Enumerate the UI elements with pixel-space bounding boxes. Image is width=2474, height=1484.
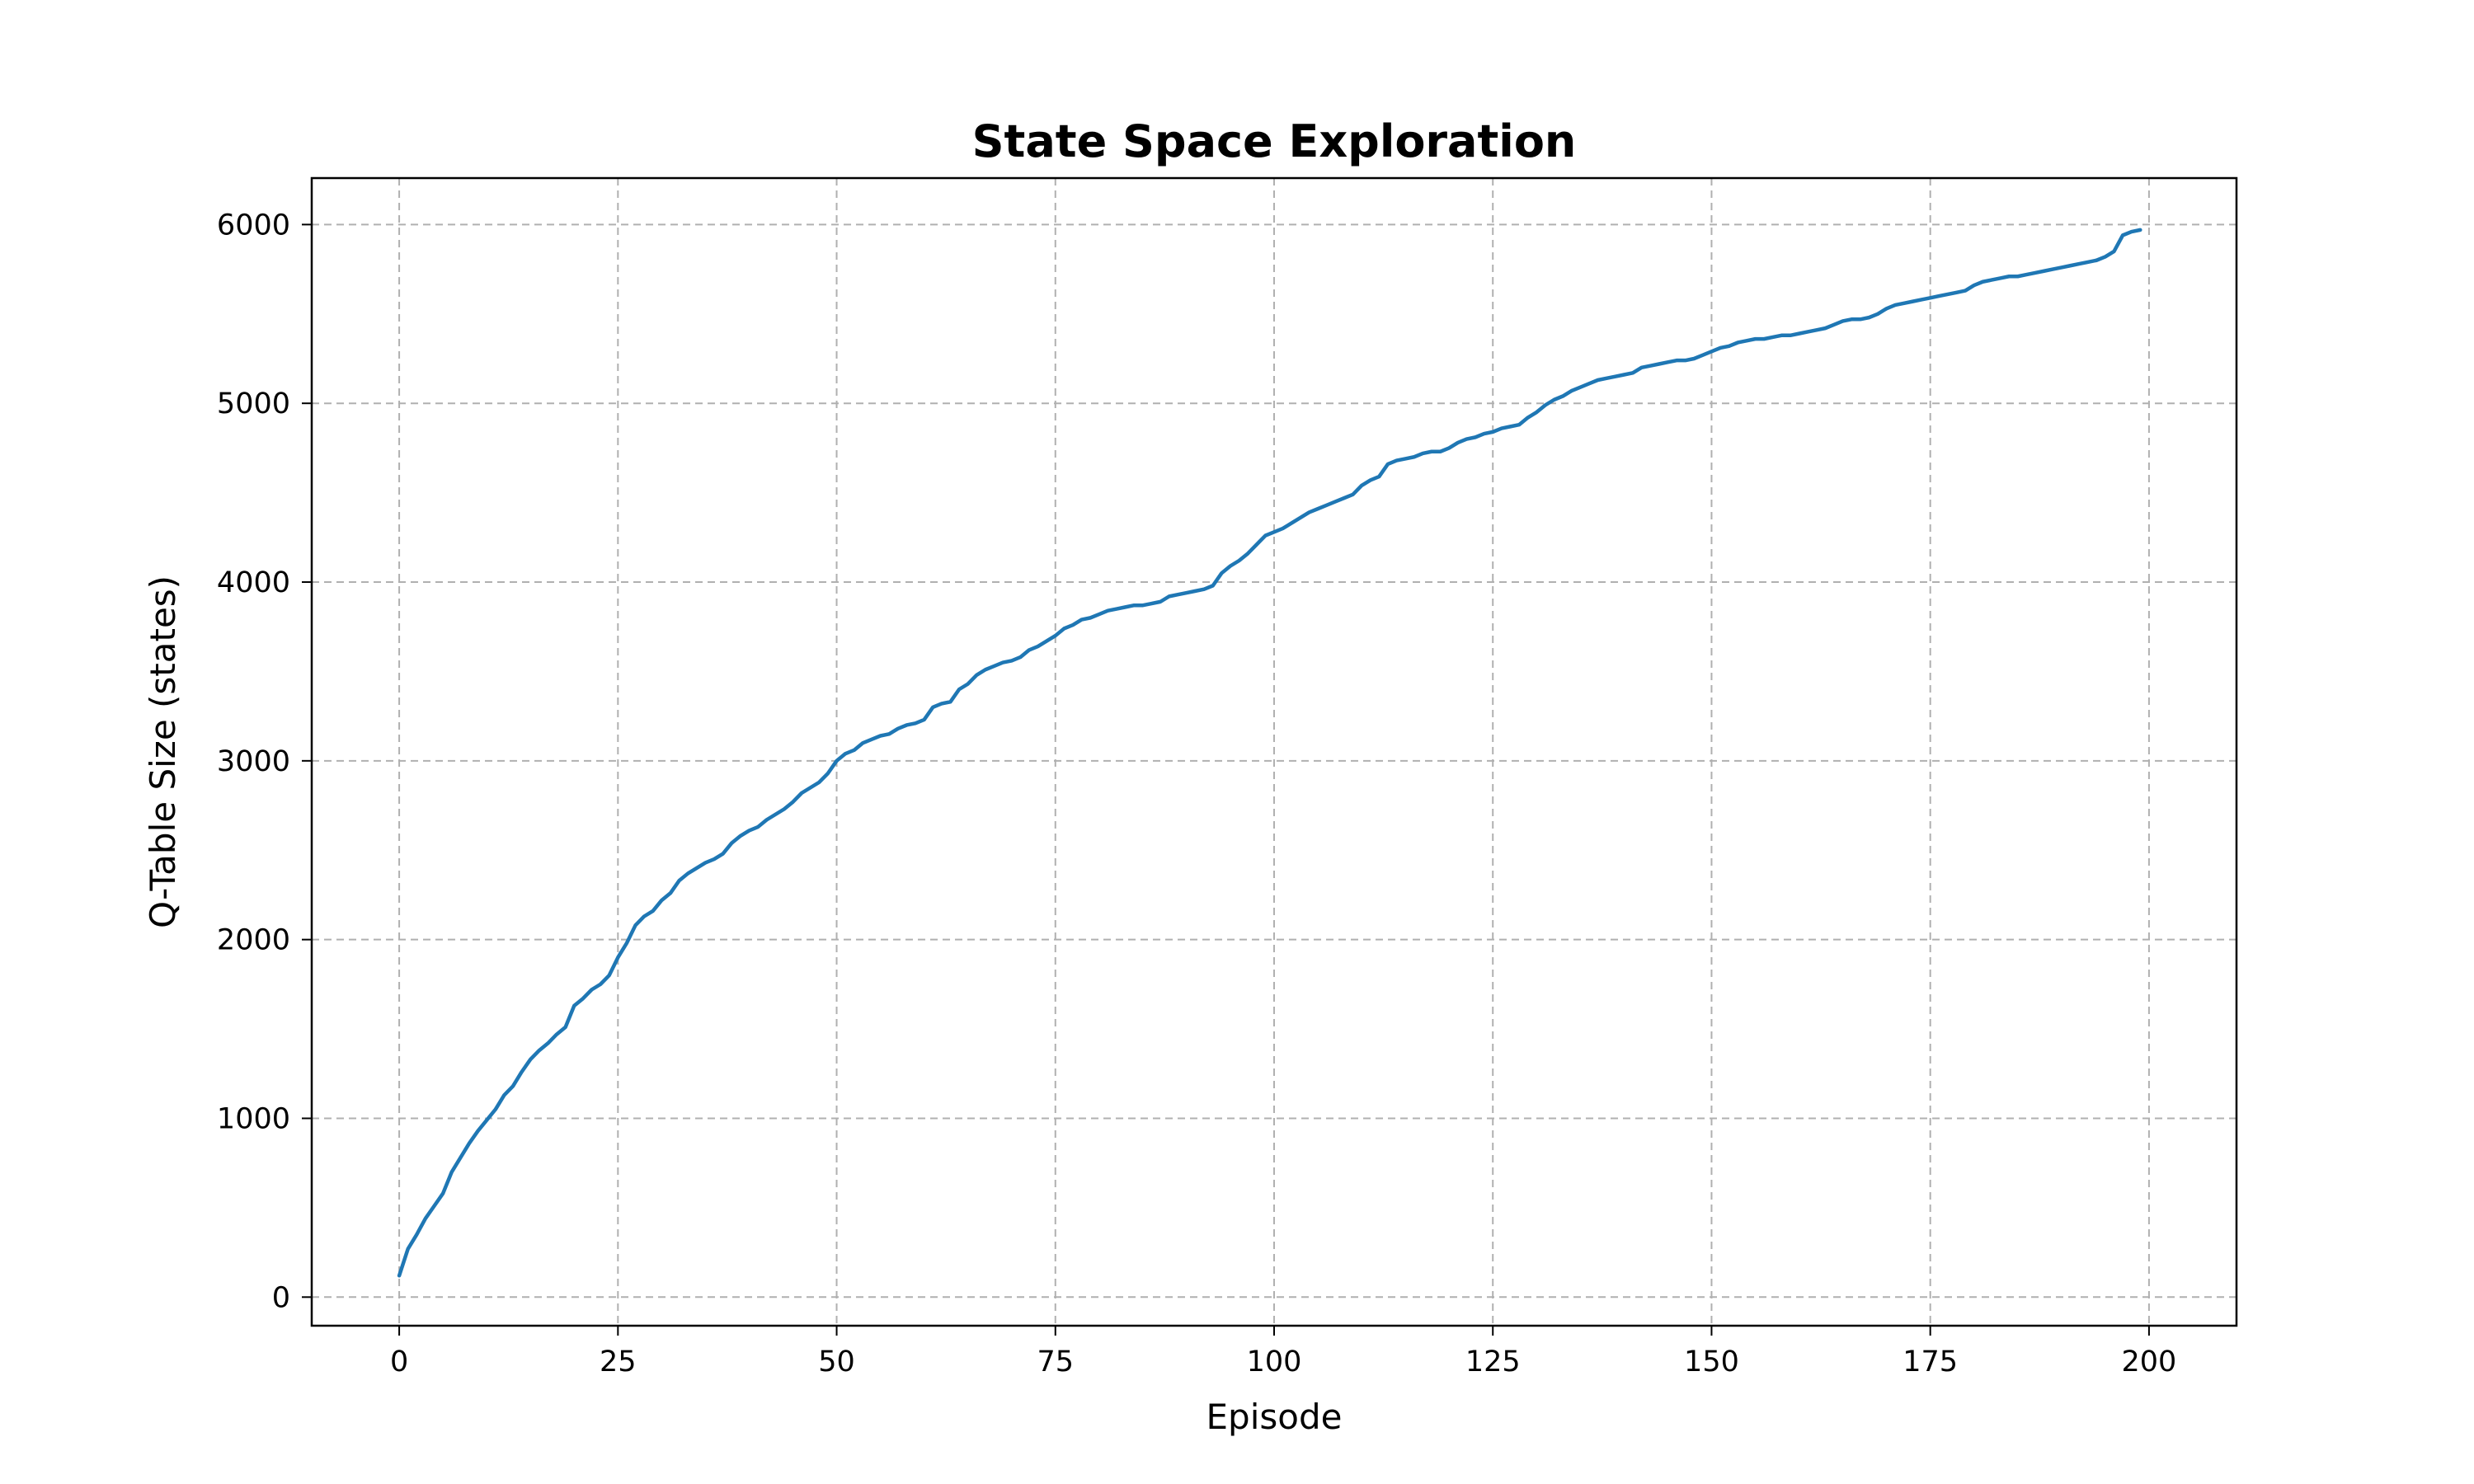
y-tick-label: 2000 bbox=[217, 924, 290, 957]
x-tick-label: 25 bbox=[600, 1345, 637, 1378]
y-axis-ticks: 0 1000 2000 3000 4000 5000 6000 bbox=[217, 209, 312, 1314]
x-axis-label: Episode bbox=[1206, 1397, 1343, 1437]
x-tick-label: 100 bbox=[1247, 1345, 1302, 1378]
y-tick-label: 6000 bbox=[217, 209, 290, 242]
x-tick-label: 50 bbox=[818, 1345, 855, 1378]
chart-title: State Space Exploration bbox=[972, 115, 1577, 167]
y-tick-label: 4000 bbox=[217, 566, 290, 599]
x-tick-label: 200 bbox=[2122, 1345, 2177, 1378]
x-tick-label: 150 bbox=[1684, 1345, 1739, 1378]
series-line bbox=[397, 228, 2142, 1278]
x-axis-ticks: 0 25 50 75 100 125 150 175 200 bbox=[390, 1326, 2176, 1378]
series-layer bbox=[397, 228, 2142, 1278]
y-axis-label: Q-Table Size (states) bbox=[143, 575, 183, 928]
x-tick-label: 175 bbox=[1903, 1345, 1958, 1378]
y-tick-label: 3000 bbox=[217, 745, 290, 778]
x-tick-label: 75 bbox=[1037, 1345, 1074, 1378]
x-tick-label: 125 bbox=[1465, 1345, 1521, 1378]
y-tick-label: 5000 bbox=[217, 387, 290, 420]
x-gridlines bbox=[398, 178, 2150, 1326]
y-tick-label: 1000 bbox=[217, 1102, 290, 1135]
y-tick-label: 0 bbox=[272, 1281, 290, 1314]
x-tick-label: 0 bbox=[390, 1345, 408, 1378]
